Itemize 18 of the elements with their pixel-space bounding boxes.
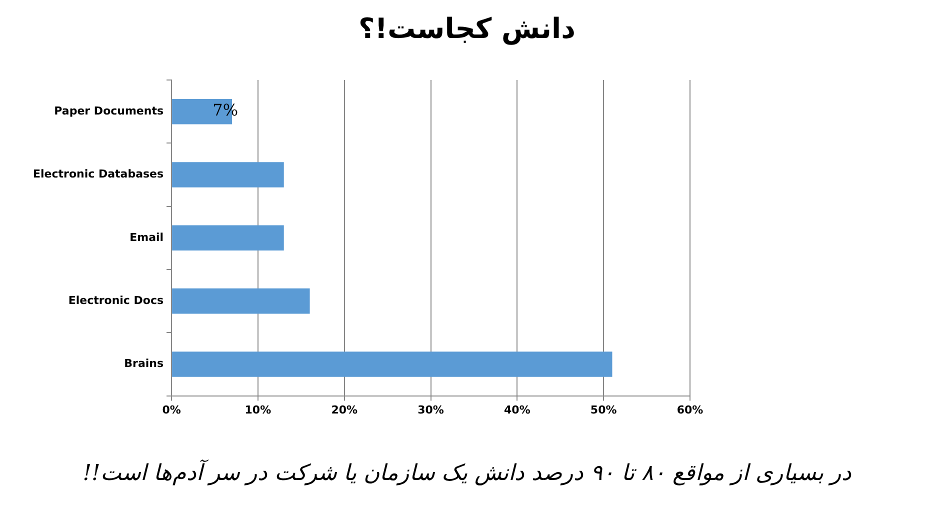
x-tick-label: 50% (590, 403, 617, 416)
x-tick-label: 40% (504, 403, 530, 416)
y-tick-label: Electronic Docs (68, 294, 164, 307)
y-tick-label: Email (130, 230, 164, 244)
x-tick-label: 10% (244, 403, 272, 416)
y-tick-label: Paper Documents (54, 104, 164, 118)
bar (172, 225, 284, 251)
x-tick-label: 60% (676, 403, 704, 416)
y-tick-label: Brains (124, 357, 164, 370)
x-tick-label: 20% (331, 403, 358, 416)
text: در بسیاری از مواقع ۸۰ تا ۹۰ درصد دانش یک سازمان یا شرکت در سر آدم‌ها است!! (82, 460, 852, 486)
bar (172, 162, 284, 188)
x-tick-label: 30% (418, 403, 444, 416)
chart-title: دانش کجاست!؟ (358, 12, 576, 45)
bar (172, 352, 612, 377)
bar (172, 288, 310, 314)
y-tick-label: Electronic Databases (33, 168, 164, 181)
x-tick-label: 0% (162, 403, 181, 416)
